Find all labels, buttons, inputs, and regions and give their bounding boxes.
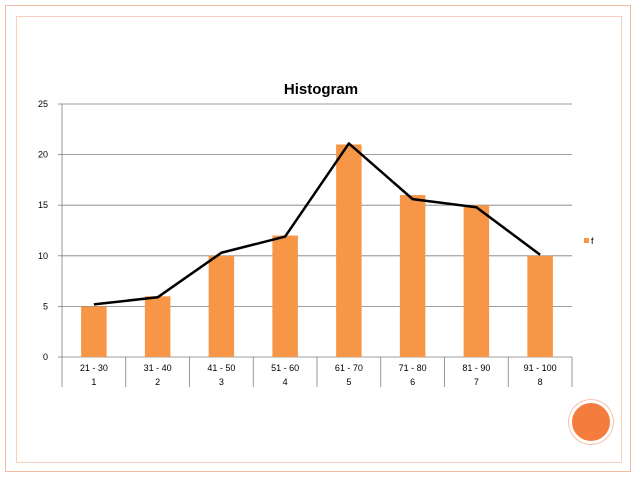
x-tick-label: 71 - 80 [399, 363, 427, 373]
x-tick-label: 91 - 100 [524, 363, 557, 373]
x-tick-label: 41 - 50 [207, 363, 235, 373]
y-tick-label: 0 [43, 352, 48, 362]
bar [463, 205, 490, 357]
legend-swatch [584, 238, 589, 243]
x-tick-label: 21 - 30 [80, 363, 108, 373]
y-tick-label: 5 [43, 301, 48, 311]
legend-label: f [591, 236, 594, 246]
bar [336, 144, 362, 357]
x-tick-label: 61 - 70 [335, 363, 363, 373]
x-tick-label: 81 - 90 [462, 363, 490, 373]
x-tick-index-label: 1 [91, 377, 96, 387]
x-tick-index-label: 8 [538, 377, 543, 387]
bars [81, 144, 553, 357]
gridlines [62, 103, 572, 358]
frequency-polygon [93, 142, 541, 306]
y-tick-label: 10 [38, 251, 48, 261]
slide-frame-inner [16, 16, 622, 463]
x-tick-index-label: 4 [283, 377, 288, 387]
x-tick-index-label: 5 [346, 377, 351, 387]
x-tick-index-label: 6 [410, 377, 415, 387]
bar [208, 255, 235, 357]
x-tick-index-label: 2 [155, 377, 160, 387]
legend: f [584, 236, 594, 246]
x-tick-index-label: 3 [219, 377, 224, 387]
bar [144, 296, 171, 357]
bar [527, 255, 553, 357]
x-tick-index-label: 7 [474, 377, 479, 387]
y-tick-label: 20 [38, 150, 48, 160]
x-tick-label: 31 - 40 [144, 363, 172, 373]
frequency-polygon-line [93, 142, 541, 306]
chart-title: Histogram [284, 81, 358, 98]
slide-frame [5, 5, 631, 472]
axes: 0 5 10 15 20 25 21 - 30 1 31 - 40 2 41 - 50 3 51 - 6… [38, 99, 573, 387]
decorative-circle [569, 400, 613, 444]
y-tick-label: 15 [38, 200, 48, 210]
bar [399, 195, 426, 357]
bar [81, 306, 107, 357]
y-tick-label: 25 [38, 99, 48, 109]
x-tick-label: 51 - 60 [271, 363, 299, 373]
bar [272, 235, 298, 357]
